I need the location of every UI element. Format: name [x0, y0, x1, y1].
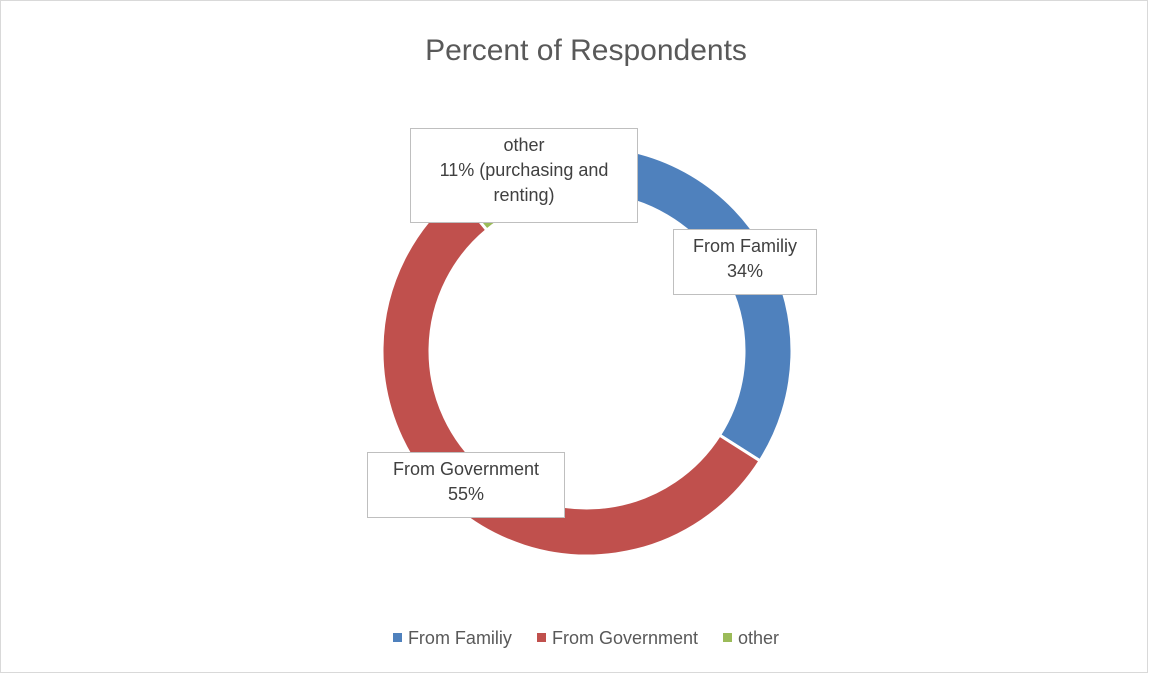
legend-swatch-other: [723, 632, 733, 642]
chart-legend: From Familiy From Government other: [1, 628, 1150, 649]
data-label-other-line-1: other: [503, 135, 545, 155]
legend-swatch-family: [392, 632, 402, 642]
legend-swatch-government: [536, 632, 546, 642]
data-label-other-line-2: 11% (purchasing and: [439, 160, 609, 180]
legend-label-family: From Familiy: [407, 628, 512, 648]
data-label-family: From Familiy 34%: [673, 229, 817, 295]
data-label-government: From Government 55%: [367, 452, 565, 518]
data-label-family-line-2: 34%: [726, 261, 764, 281]
legend-label-other: other: [738, 628, 780, 648]
legend-item-government[interactable]: From Government: [536, 628, 698, 649]
legend-item-other[interactable]: other: [723, 628, 779, 649]
legend-item-family[interactable]: From Familiy: [392, 628, 512, 649]
data-label-government-line-2: 55%: [447, 484, 485, 504]
data-label-other: other 11% (purchasing and renting): [410, 128, 638, 223]
data-label-other-line-3: renting): [493, 185, 555, 205]
chart-title: Percent of Respondents: [425, 34, 747, 67]
data-label-family-line-1: From Familiy: [693, 236, 797, 256]
data-label-government-line-1: From Government: [392, 459, 540, 479]
legend-label-government: From Government: [551, 628, 698, 648]
